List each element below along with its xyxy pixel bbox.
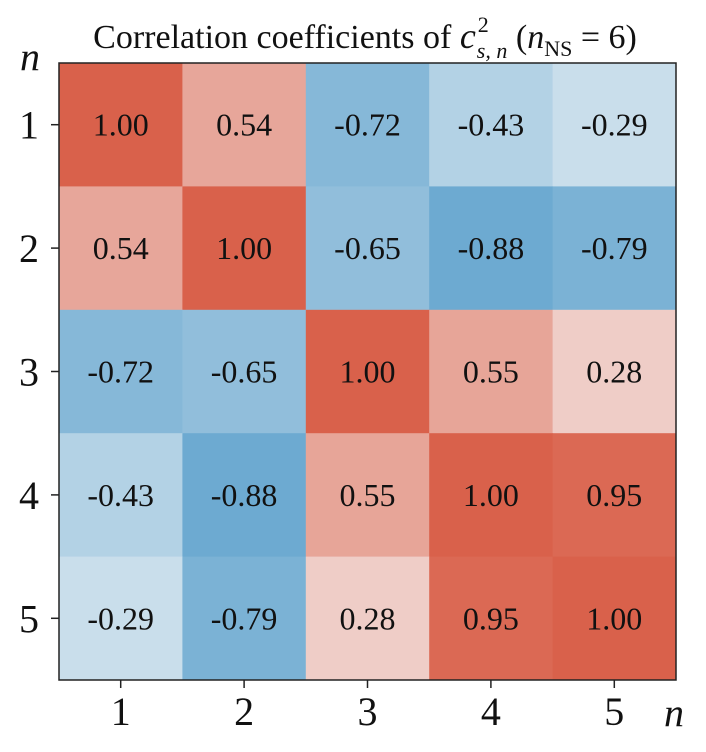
chart-title-n: n: [527, 19, 544, 56]
cell-value-r5-c3: 0.28: [340, 600, 396, 636]
cell-value-r2-c5: -0.79: [581, 230, 648, 266]
cell-value-r3-c1: -0.72: [87, 354, 154, 390]
heatmap-cell-r3-c5: [552, 309, 677, 434]
chart-title-symbol: c: [460, 16, 476, 56]
chart-title: Correlation coefficients of c2 s, n (nNS …: [93, 12, 637, 63]
heatmap-cell-r2-c1: [59, 186, 183, 311]
cell-value-r1-c4: -0.43: [458, 107, 525, 143]
heatmap-cell-r5-c2: [182, 556, 307, 681]
cell-value-r5-c4: 0.95: [463, 600, 519, 636]
heatmap-cell-r1-c2: [182, 63, 307, 187]
cell-value-r5-c5: 1.00: [586, 600, 642, 636]
x-tick-label-5: 5: [604, 689, 624, 734]
heatmap-cell-r4-c5: [552, 433, 677, 558]
heatmap-cell-r2-c3: [305, 186, 430, 311]
cell-value-r3-c3: 1.00: [340, 354, 396, 390]
chart-title-n-sub: NS: [544, 36, 572, 61]
heatmap-cell-r1-c3: [305, 63, 430, 187]
chart-title-paren-open: (: [507, 19, 527, 56]
heatmap-cell-r1-c4: [429, 63, 554, 187]
heatmap-cell-r3-c4: [429, 309, 554, 434]
cell-value-r2-c1: 0.54: [93, 230, 149, 266]
chart-title-symbol-sup: 2: [478, 12, 489, 37]
heatmap-cell-r4-c1: [59, 433, 183, 558]
chart-title-equals-value: = 6): [572, 19, 637, 56]
y-tick-label-2: 2: [19, 226, 39, 271]
cell-value-r1-c1: 1.00: [93, 107, 149, 143]
cell-value-r4-c1: -0.43: [87, 477, 154, 513]
x-axis-ticks: 1 2 3 4 5: [111, 680, 624, 734]
cell-value-r5-c2: -0.79: [211, 600, 278, 636]
y-axis-ticks: 1 2 3 4 5: [19, 103, 59, 641]
x-tick-label-2: 2: [234, 689, 254, 734]
heatmap-cell-r4-c4: [429, 433, 554, 558]
x-tick-label-4: 4: [481, 689, 501, 734]
cell-value-r4-c3: 0.55: [340, 477, 396, 513]
cell-value-r1-c2: 0.54: [216, 107, 272, 143]
cell-value-r2-c3: -0.65: [334, 230, 401, 266]
cell-value-r1-c5: -0.29: [581, 107, 648, 143]
cell-value-r2-c2: 1.00: [216, 230, 272, 266]
heatmap-cell-r3-c2: [182, 309, 307, 434]
heatmap-cell-r3-c1: [59, 309, 183, 434]
x-tick-label-3: 3: [358, 689, 378, 734]
cell-value-r1-c3: -0.72: [334, 107, 401, 143]
cell-value-r2-c4: -0.88: [458, 230, 525, 266]
y-tick-label-1: 1: [19, 103, 39, 148]
heatmap-cell-r5-c5: [552, 556, 677, 681]
cell-value-r4-c4: 1.00: [463, 477, 519, 513]
chart-title-prefix: Correlation coefficients of: [93, 19, 460, 56]
heatmap-cell-r4-c2: [182, 433, 307, 558]
heatmap-cell-r1-c5: [552, 63, 677, 187]
heatmap-cell-r1-c1: [59, 63, 183, 187]
x-tick-label-1: 1: [111, 689, 131, 734]
heatmap-cell-r5-c4: [429, 556, 554, 681]
heatmap-cell-labels: 1.00 0.54 -0.72 -0.43 -0.29 0.54 1.00 -0.65 -0.8…: [87, 107, 647, 637]
y-tick-label-5: 5: [19, 596, 39, 641]
y-axis-label: n: [20, 34, 40, 79]
heatmap-cell-r2-c4: [429, 186, 554, 311]
heatmap-cells: [59, 63, 677, 681]
cell-value-r5-c1: -0.29: [87, 600, 154, 636]
heatmap-cell-r5-c1: [59, 556, 183, 681]
cell-value-r4-c5: 0.95: [586, 477, 642, 513]
cell-value-r4-c2: -0.88: [211, 477, 278, 513]
chart-title-symbol-sub: s, n: [477, 38, 508, 63]
cell-value-r3-c2: -0.65: [211, 354, 278, 390]
heatmap-cell-r5-c3: [305, 556, 430, 681]
y-tick-label-4: 4: [19, 473, 39, 518]
cell-value-r3-c5: 0.28: [586, 354, 642, 390]
heatmap-cell-r2-c2: [182, 186, 307, 311]
heatmap-cell-r2-c5: [552, 186, 677, 311]
x-axis-label: n: [664, 690, 684, 735]
cell-value-r3-c4: 0.55: [463, 354, 519, 390]
heatmap-cell-r3-c3: [305, 309, 430, 434]
heatmap-cell-r4-c3: [305, 433, 430, 558]
y-tick-label-3: 3: [19, 350, 39, 395]
